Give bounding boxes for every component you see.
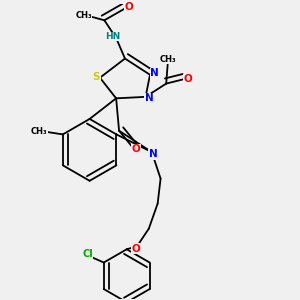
Text: Cl: Cl — [82, 249, 93, 259]
Text: N: N — [145, 93, 154, 103]
Text: O: O — [183, 74, 192, 84]
Text: CH₃: CH₃ — [75, 11, 92, 20]
Text: S: S — [93, 72, 100, 82]
Text: N: N — [149, 149, 158, 159]
Text: CH₃: CH₃ — [31, 127, 48, 136]
Text: CH₃: CH₃ — [159, 55, 176, 64]
Text: O: O — [131, 244, 140, 254]
Text: N: N — [150, 68, 159, 78]
Text: HN: HN — [105, 32, 120, 41]
Text: O: O — [124, 2, 133, 12]
Text: O: O — [131, 144, 140, 154]
